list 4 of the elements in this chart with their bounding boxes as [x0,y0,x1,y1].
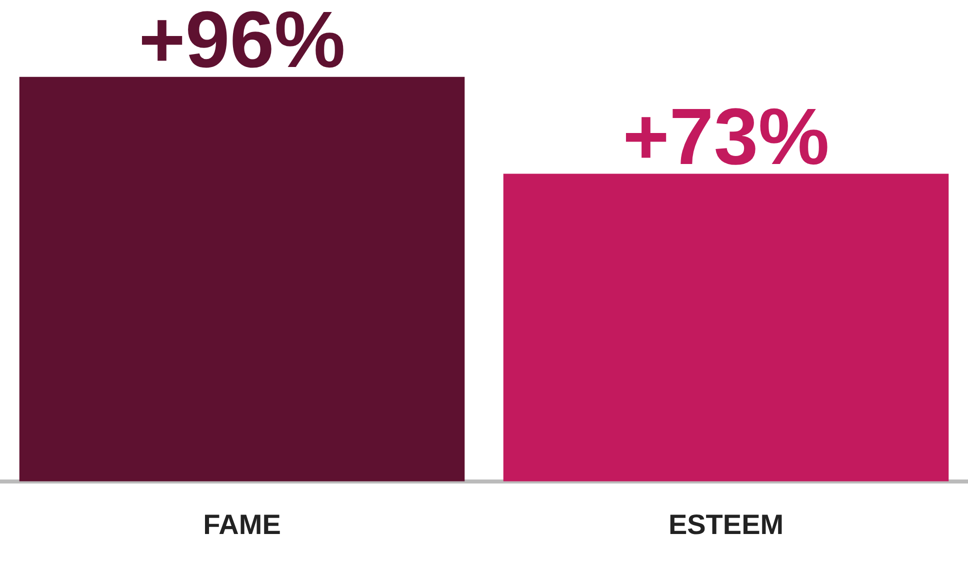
data-label: +73% [622,92,830,181]
x-tick-label: FAME [203,508,281,540]
x-tick-label: ESTEEM [668,508,784,540]
data-label: +96% [138,0,346,84]
